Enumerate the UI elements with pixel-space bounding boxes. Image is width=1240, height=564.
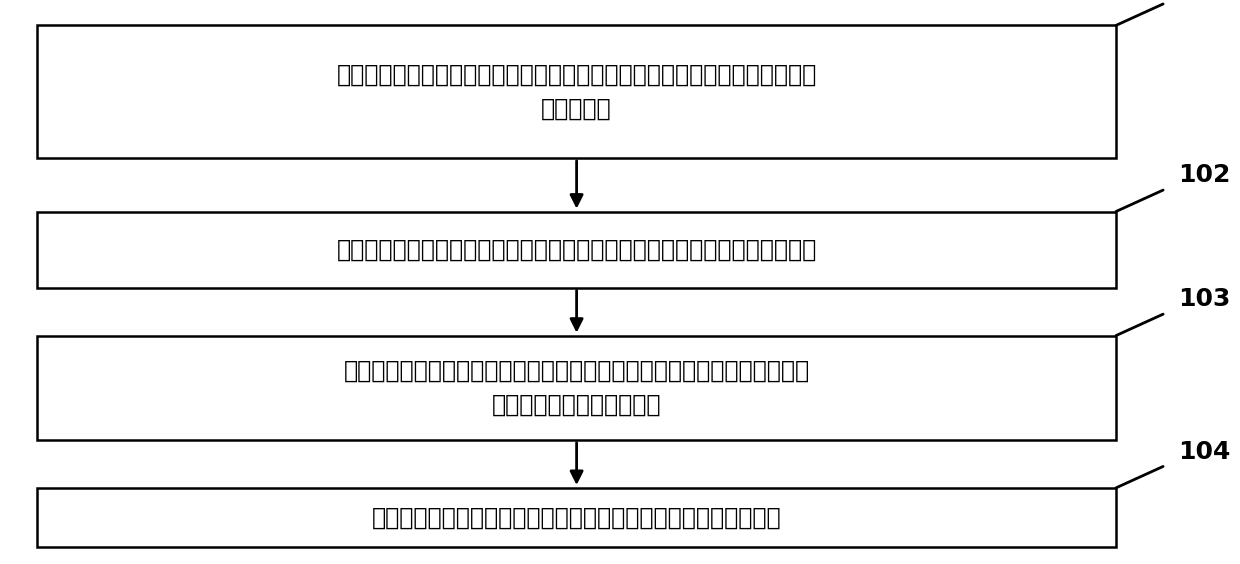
Text: 104: 104 <box>1178 439 1230 464</box>
Bar <box>37 488 1116 547</box>
Text: 基于所述至少一个频段的优先级，按照频段优先级由高到低的顺序依次搜索
所述至少一个频段中的频点: 基于所述至少一个频段的优先级，按照频段优先级由高到低的顺序依次搜索 所述至少一个… <box>343 359 810 416</box>
Text: 101: 101 <box>1178 0 1230 1</box>
Bar <box>37 336 1116 440</box>
Text: 103: 103 <box>1178 287 1230 311</box>
Text: 基于所述频段优先级信息，确定所述终端设备待搜索的至少一个频段的优先级: 基于所述频段优先级信息，确定所述终端设备待搜索的至少一个频段的优先级 <box>336 237 817 262</box>
Text: 控制所述终端设备驻留在目标频点上满足小区驻留条件的目标小区: 控制所述终端设备驻留在目标频点上满足小区驻留条件的目标小区 <box>372 505 781 530</box>
Bar <box>37 212 1116 288</box>
Bar <box>37 25 1116 158</box>
Text: 102: 102 <box>1178 163 1230 187</box>
Text: 获取频段优先级信息；其中，所述频段优先级信息中高频段的优先级高于低频
段的优先级: 获取频段优先级信息；其中，所述频段优先级信息中高频段的优先级高于低频 段的优先级 <box>336 63 817 120</box>
